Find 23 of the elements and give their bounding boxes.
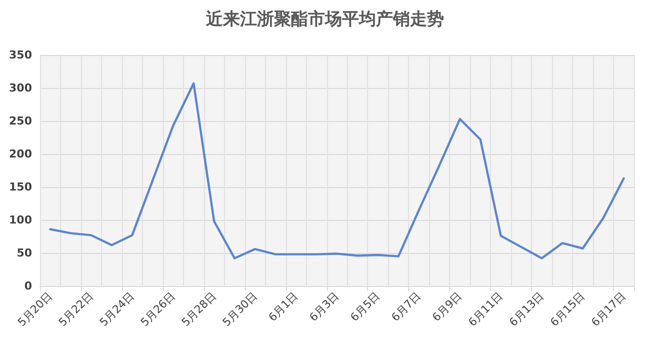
line-series [49, 82, 625, 260]
x-tick-label: 6月15日 [548, 289, 588, 329]
y-tick-label: 200 [9, 148, 32, 160]
x-tick-label: 6月1日 [266, 289, 301, 324]
x-tick-label: 6月3日 [306, 289, 342, 324]
x-tick-label: 5月30日 [220, 289, 260, 329]
y-tick-label: 50 [16, 246, 32, 260]
y-tick-label: 250 [9, 114, 32, 128]
y-tick-label: 350 [9, 48, 32, 62]
chart-title: 近来江浙聚酯市场平均产销走势 [205, 10, 444, 30]
x-tick-label: 5月22日 [56, 289, 96, 329]
x-tick-label: 5月28日 [179, 289, 219, 329]
x-tick-label: 6月13日 [506, 289, 546, 329]
x-tick-label: 6月17日 [588, 289, 628, 329]
x-tick-label: 6月7日 [388, 289, 424, 324]
x-tick-label: 6月5日 [348, 289, 383, 324]
x-tick-label: 5月24日 [97, 289, 137, 329]
x-tick-label: 6月9日 [430, 289, 464, 324]
y-tick-label: 150 [9, 180, 32, 194]
x-tick-label: 6月11日 [466, 289, 506, 329]
y-tick-label: 300 [9, 82, 32, 94]
x-tick-label: 5月26日 [138, 289, 178, 329]
y-tick-label: 100 [9, 214, 32, 226]
